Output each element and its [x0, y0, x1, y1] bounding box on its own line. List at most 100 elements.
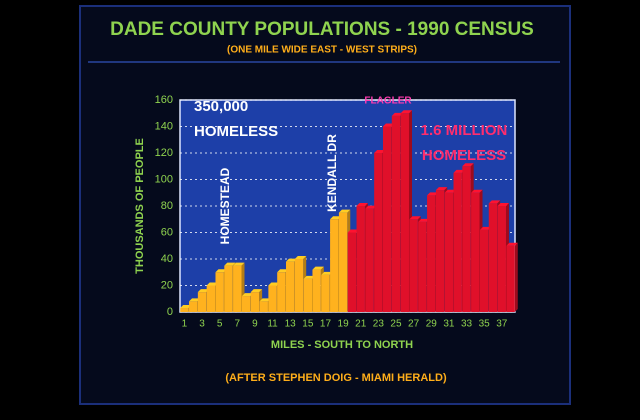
x-tick-label: 37: [496, 319, 508, 330]
bar-top: [268, 282, 280, 286]
bar-top: [250, 289, 263, 293]
bar: [189, 301, 198, 312]
bar: [418, 221, 427, 312]
x-tick-label: 3: [199, 319, 205, 330]
bar-top: [347, 229, 360, 233]
bar: [462, 166, 471, 312]
x-tick-label: 23: [373, 319, 385, 330]
bar-top: [197, 289, 210, 293]
bar: [250, 292, 260, 312]
bar-top: [259, 298, 271, 302]
bar: [444, 192, 454, 312]
annotation: FLAGLER: [364, 96, 412, 107]
bar-top: [321, 271, 333, 275]
bar-top: [338, 209, 351, 213]
x-tick-label: 9: [252, 319, 258, 330]
bar: [303, 278, 313, 312]
bar: [488, 203, 498, 312]
y-tick-label: 120: [155, 147, 173, 159]
bar: [391, 115, 401, 313]
annotation: HOMESTEAD: [218, 167, 232, 244]
y-tick-label: 100: [155, 173, 173, 185]
bar: [259, 301, 268, 312]
bar: [427, 195, 436, 312]
bar: [268, 285, 277, 312]
bar-side: [514, 242, 518, 312]
annotation: 350,000: [194, 98, 248, 115]
footer-credit: (AFTER STEPHEN DOIG - MIAMI HERALD): [225, 372, 447, 384]
bar-top: [312, 266, 324, 270]
bar: [365, 208, 374, 312]
bar-top: [374, 150, 386, 153]
bar-top: [471, 189, 483, 193]
bar-top: [382, 123, 395, 127]
bar-top: [330, 216, 342, 220]
x-tick-label: 7: [235, 319, 241, 330]
bar-top: [224, 262, 236, 266]
x-axis-label: MILES - SOUTH TO NORTH: [271, 339, 413, 351]
x-tick-label: 31: [443, 319, 455, 330]
bar-top: [189, 298, 201, 302]
bar: [471, 192, 480, 312]
bar-top: [215, 269, 227, 273]
y-tick-label: 0: [167, 306, 173, 318]
annotation: 1.6 MILLION: [421, 122, 508, 139]
x-tick-label: 29: [426, 319, 438, 330]
bar: [409, 219, 418, 312]
y-tick-label: 20: [161, 279, 173, 291]
bar-top: [462, 163, 474, 167]
x-tick-label: 21: [355, 319, 367, 330]
bar-top: [418, 218, 430, 222]
bar-top: [444, 189, 457, 193]
bar-top: [356, 203, 368, 206]
x-tick-label: 27: [408, 319, 420, 330]
bar: [356, 206, 365, 312]
bar: [180, 308, 189, 312]
y-tick-label: 160: [155, 94, 173, 106]
bar-top: [427, 192, 439, 196]
x-tick-label: 35: [479, 319, 491, 330]
bar: [233, 265, 242, 312]
bar-top: [506, 242, 518, 246]
bar: [338, 212, 348, 312]
bar-top: [277, 269, 289, 273]
bar: [286, 261, 295, 312]
x-tick-label: 1: [182, 319, 188, 330]
x-tick-label: 17: [320, 319, 332, 330]
y-tick-label: 140: [155, 120, 173, 132]
x-tick-label: 13: [285, 319, 297, 330]
bar: [206, 285, 216, 312]
bar: [435, 190, 445, 312]
y-tick-label: 80: [161, 200, 173, 212]
y-axis-label: THOUSANDS OF PEOPLE: [134, 138, 146, 274]
chart-subtitle: (ONE MILE WIDE EAST - WEST STRIPS): [227, 45, 417, 56]
bar-top: [294, 256, 307, 259]
bar: [374, 153, 383, 312]
bar: [453, 172, 462, 312]
bar-top: [400, 110, 412, 114]
bar: [241, 296, 251, 312]
bar: [330, 219, 339, 312]
bar-top: [435, 187, 448, 191]
x-tick-label: 33: [461, 319, 473, 330]
bar-top: [479, 226, 492, 230]
bar: [382, 126, 392, 312]
x-tick-label: 15: [302, 319, 314, 330]
annotation: HOMELESS: [194, 123, 278, 140]
bar: [197, 292, 207, 312]
chart-title: DADE COUNTY POPULATIONS - 1990 CENSUS: [110, 19, 534, 40]
x-tick-label: 11: [267, 319, 278, 330]
bar-top: [206, 282, 219, 286]
bar: [347, 232, 357, 312]
bar: [497, 206, 506, 312]
bar-top: [391, 112, 404, 116]
bar: [277, 272, 286, 312]
bar-top: [180, 305, 192, 309]
bar: [294, 259, 304, 312]
bar: [400, 113, 409, 312]
annotation: KENDALL DR: [325, 134, 339, 212]
bar-top: [233, 262, 245, 266]
bar: [479, 229, 489, 312]
